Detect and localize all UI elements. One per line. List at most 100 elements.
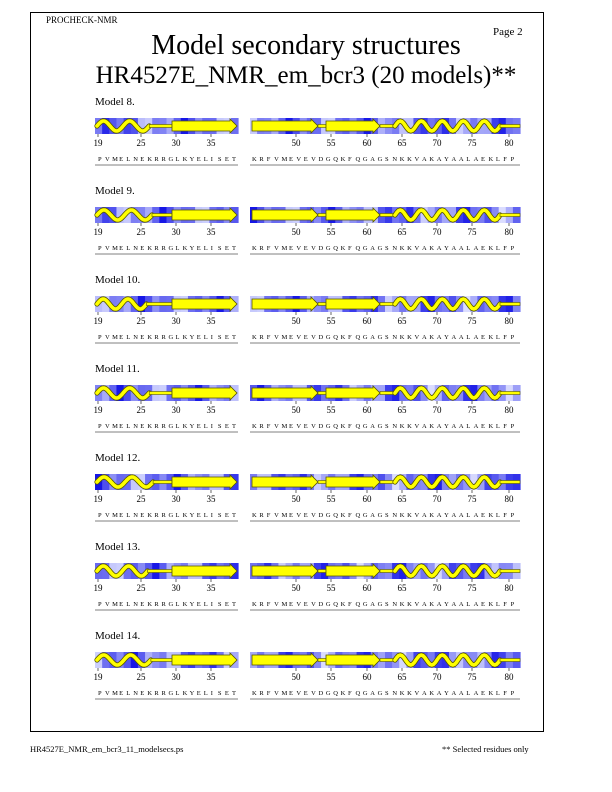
conservation-cell — [102, 118, 110, 134]
conservation-cell — [427, 474, 436, 490]
svg-text:L: L — [126, 690, 130, 697]
svg-text:K: K — [147, 512, 152, 519]
svg-text:K: K — [488, 423, 493, 430]
svg-text:K: K — [252, 334, 257, 341]
svg-text:E: E — [304, 423, 308, 430]
model-label: Model 10. — [95, 274, 141, 286]
svg-text:V: V — [311, 156, 316, 163]
svg-text:K: K — [407, 245, 412, 252]
svg-text:V: V — [311, 245, 316, 252]
svg-text:E: E — [119, 690, 123, 697]
tick-label: 65 — [398, 494, 408, 504]
svg-text:N: N — [133, 334, 138, 341]
strand-3 — [325, 563, 381, 579]
coil-segment — [146, 302, 173, 306]
svg-text:K: K — [400, 423, 405, 430]
conservation-cell — [406, 296, 415, 312]
svg-text:Y: Y — [444, 601, 449, 608]
svg-text:L: L — [466, 334, 470, 341]
coil-segment — [317, 213, 327, 217]
conservation-cell — [491, 385, 500, 401]
svg-text:S: S — [218, 245, 222, 252]
svg-text:Q: Q — [333, 512, 338, 519]
svg-text:R: R — [259, 156, 264, 163]
svg-text:G: G — [326, 156, 331, 163]
svg-text:M: M — [112, 156, 118, 163]
svg-text:E: E — [225, 245, 229, 252]
svg-text:E: E — [289, 512, 293, 519]
helix-1 — [94, 563, 151, 579]
tick-label: 70 — [433, 672, 443, 682]
helix-1 — [94, 385, 152, 401]
svg-text:K: K — [400, 245, 405, 252]
coil-segment — [317, 302, 327, 306]
svg-text:A: A — [452, 601, 457, 608]
svg-text:Q: Q — [355, 334, 360, 341]
conservation-cell — [448, 652, 457, 668]
tick-label: 55 — [327, 227, 337, 237]
svg-text:N: N — [392, 423, 397, 430]
svg-text:Y: Y — [190, 334, 195, 341]
strand-1 — [171, 296, 238, 312]
svg-text:N: N — [392, 334, 397, 341]
svg-text:F: F — [348, 423, 352, 430]
conservation-cell — [123, 563, 132, 579]
svg-text:F: F — [348, 156, 352, 163]
model-label: Model 11. — [95, 363, 140, 375]
page-frame — [30, 12, 544, 732]
svg-text:V: V — [274, 601, 279, 608]
strand-2 — [251, 385, 319, 401]
conservation-cell — [448, 474, 457, 490]
svg-text:I: I — [211, 512, 213, 519]
conservation-cell — [470, 474, 478, 490]
svg-text:E: E — [304, 334, 308, 341]
strand-1 — [171, 385, 238, 401]
svg-text:L: L — [204, 601, 208, 608]
model-label: Model 12. — [95, 452, 141, 464]
tick-label: 30 — [172, 316, 182, 326]
svg-text:L: L — [204, 156, 208, 163]
svg-text:L: L — [466, 512, 470, 519]
svg-text:G: G — [169, 156, 174, 163]
svg-text:R: R — [259, 512, 264, 519]
svg-text:D: D — [319, 156, 324, 163]
svg-text:V: V — [105, 690, 110, 697]
svg-text:N: N — [133, 245, 138, 252]
svg-text:P: P — [511, 423, 515, 430]
svg-text:R: R — [259, 245, 264, 252]
svg-text:P: P — [511, 512, 515, 519]
svg-text:K: K — [183, 601, 188, 608]
svg-text:G: G — [326, 423, 331, 430]
helix-1 — [94, 652, 154, 668]
svg-text:V: V — [415, 690, 420, 697]
tick-label: 65 — [398, 583, 408, 593]
svg-text:L: L — [204, 423, 208, 430]
svg-text:M: M — [112, 601, 118, 608]
svg-text:V: V — [105, 601, 110, 608]
svg-text:K: K — [147, 156, 152, 163]
svg-text:V: V — [296, 690, 301, 697]
conservation-cell — [491, 296, 500, 312]
tick-label: 60 — [363, 583, 373, 593]
tick-label: 50 — [292, 494, 302, 504]
svg-text:P: P — [98, 601, 102, 608]
svg-text:A: A — [474, 512, 479, 519]
svg-text:E: E — [481, 601, 485, 608]
svg-text:L: L — [126, 601, 130, 608]
svg-text:A: A — [437, 512, 442, 519]
svg-text:E: E — [197, 512, 201, 519]
strand-2 — [251, 118, 319, 134]
coil-segment — [499, 302, 521, 306]
svg-text:K: K — [341, 690, 346, 697]
svg-text:K: K — [488, 601, 493, 608]
tick-label: 25 — [137, 405, 147, 415]
tick-label: 19 — [94, 583, 104, 593]
svg-text:K: K — [488, 156, 493, 163]
svg-text:A: A — [422, 156, 427, 163]
svg-text:L: L — [176, 512, 180, 519]
helix-1 — [94, 296, 150, 312]
conservation-cell — [123, 385, 132, 401]
svg-text:V: V — [274, 245, 279, 252]
